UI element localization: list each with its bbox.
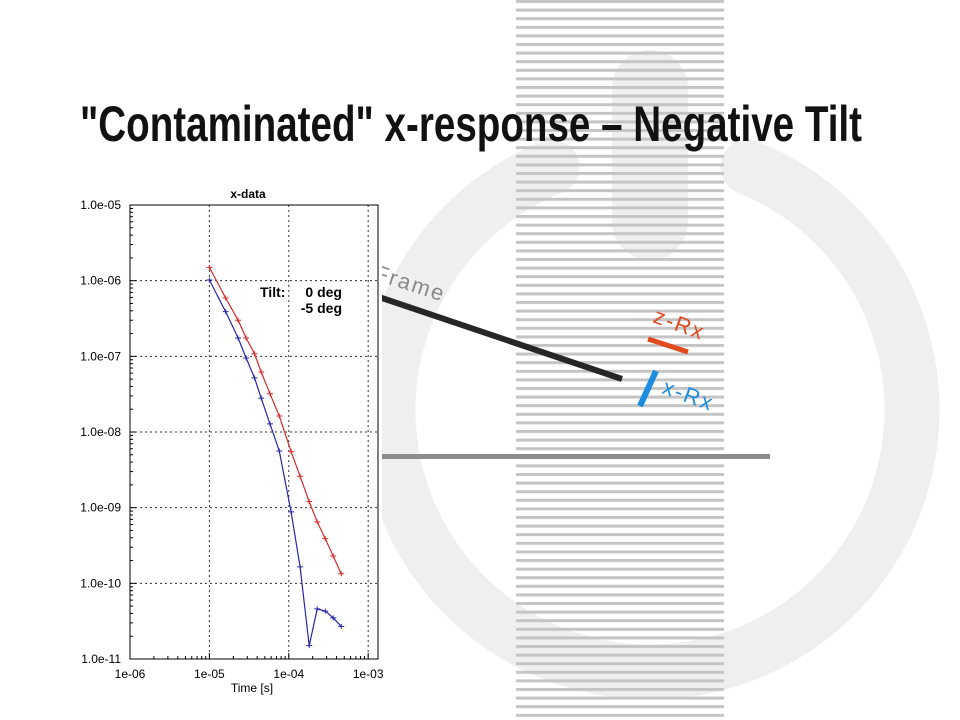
data-point — [206, 277, 213, 283]
data-point — [297, 564, 304, 570]
x-axis-label: Time [s] — [231, 681, 273, 695]
y-tick-label: 1.0e-08 — [80, 425, 121, 439]
y-tick-label: 1.0e-06 — [80, 274, 121, 288]
chart-background — [55, 180, 382, 698]
data-point — [288, 449, 295, 455]
data-point — [288, 509, 295, 515]
data-point — [306, 643, 313, 649]
axis-ticks — [129, 204, 369, 660]
x-tick-label: 1e-04 — [273, 667, 304, 681]
data-point — [338, 571, 345, 577]
data-point — [338, 623, 345, 629]
data-point — [322, 536, 329, 542]
chart-panel: x-data 1.0e-051.0e-061.0e-071.0e-081.0e-… — [55, 180, 384, 698]
series-layer — [206, 264, 345, 649]
data-point — [306, 499, 313, 505]
data-point — [314, 519, 321, 525]
legend-entry-0: 0 deg — [305, 284, 342, 300]
data-point — [322, 608, 329, 614]
frame-line — [369, 291, 623, 382]
data-point — [330, 553, 337, 559]
data-point — [243, 335, 250, 341]
data-point — [297, 473, 304, 479]
x-tick-label: 1e-03 — [353, 667, 384, 681]
legend: Tilt: 0 deg -5 deg — [260, 284, 342, 316]
data-point — [222, 309, 229, 315]
data-point — [276, 448, 283, 454]
data-point — [251, 375, 258, 381]
data-point — [266, 421, 273, 427]
data-point — [206, 264, 213, 270]
y-tick-label: 1.0e-11 — [81, 652, 121, 666]
data-point — [314, 606, 321, 612]
striped-band — [516, 0, 724, 720]
y-tick-label: 1.0e-09 — [80, 501, 121, 515]
y-tick-label: 1.0e-10 — [80, 576, 121, 590]
data-point — [222, 295, 229, 301]
x-tick-label: 1e-05 — [194, 667, 225, 681]
y-tick-label: 1.0e-05 — [80, 198, 121, 212]
legend-title: Tilt: — [260, 284, 285, 300]
x-tick-labels: 1e-06 1e-05 1e-04 1e-03 — [115, 667, 384, 681]
data-point — [235, 335, 242, 341]
x-tick-label: 1e-06 — [115, 667, 146, 681]
data-point — [258, 369, 265, 375]
data-point — [258, 395, 265, 401]
ground-line — [380, 454, 770, 459]
y-tick-labels: 1.0e-05 1.0e-06 1.0e-07 1.0e-08 1.0e-09 1.0e-… — [80, 198, 121, 666]
legend-entry-1: -5 deg — [301, 300, 342, 316]
data-point — [266, 391, 273, 397]
z-receiver-bar — [647, 336, 689, 355]
slide-title: "Contaminated" x-response – Negative Til… — [80, 96, 862, 152]
data-point — [243, 355, 250, 361]
data-point — [276, 413, 283, 419]
chart-title: x-data — [230, 187, 266, 201]
data-point — [235, 317, 242, 323]
x-receiver-bar — [637, 369, 659, 408]
data-point — [251, 351, 258, 357]
data-point — [330, 615, 337, 621]
y-tick-label: 1.0e-07 — [80, 349, 121, 363]
